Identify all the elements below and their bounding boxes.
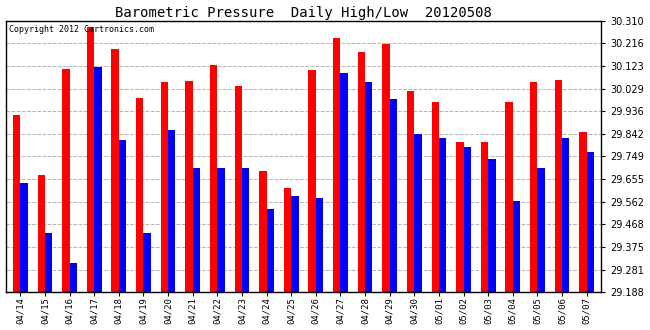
Bar: [20, 183, 28, 292]
Bar: [389, 99, 397, 292]
Bar: [439, 138, 447, 292]
Bar: [168, 130, 176, 292]
Bar: [341, 73, 348, 292]
Bar: [308, 70, 316, 292]
Bar: [481, 142, 488, 292]
Bar: [407, 91, 414, 292]
Bar: [316, 198, 323, 292]
Bar: [463, 147, 471, 292]
Bar: [587, 152, 594, 292]
Bar: [530, 82, 538, 292]
Bar: [62, 69, 70, 292]
Bar: [488, 158, 495, 292]
Bar: [94, 67, 101, 292]
Bar: [217, 168, 225, 292]
Title: Barometric Pressure  Daily High/Low  20120508: Barometric Pressure Daily High/Low 20120…: [115, 6, 492, 19]
Bar: [432, 102, 439, 292]
Bar: [119, 140, 126, 292]
Bar: [414, 134, 422, 292]
Bar: [382, 44, 389, 292]
Bar: [562, 138, 569, 292]
Bar: [538, 168, 545, 292]
Bar: [38, 176, 45, 292]
Bar: [45, 234, 53, 292]
Bar: [136, 98, 144, 292]
Bar: [242, 168, 250, 292]
Bar: [161, 82, 168, 292]
Bar: [579, 132, 587, 292]
Bar: [266, 209, 274, 292]
Bar: [506, 102, 513, 292]
Bar: [111, 49, 119, 292]
Bar: [284, 187, 291, 292]
Bar: [456, 142, 463, 292]
Bar: [291, 196, 298, 292]
Text: Copyright 2012 Cartronics.com: Copyright 2012 Cartronics.com: [8, 25, 153, 34]
Bar: [192, 168, 200, 292]
Bar: [210, 65, 217, 292]
Bar: [365, 82, 372, 292]
Bar: [259, 171, 266, 292]
Bar: [513, 201, 520, 292]
Bar: [13, 115, 20, 292]
Bar: [235, 86, 242, 292]
Bar: [554, 80, 562, 292]
Bar: [144, 234, 151, 292]
Bar: [333, 38, 341, 292]
Bar: [185, 81, 192, 292]
Bar: [70, 263, 77, 292]
Bar: [358, 52, 365, 292]
Bar: [87, 27, 94, 292]
